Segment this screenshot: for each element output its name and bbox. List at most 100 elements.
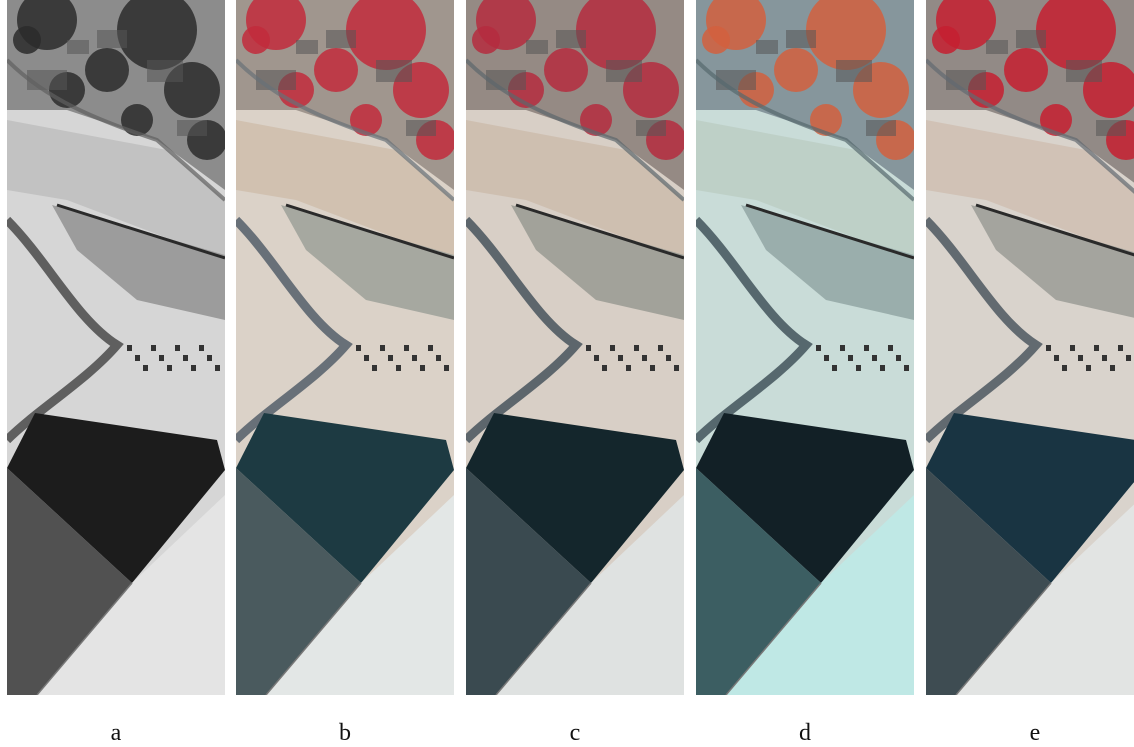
image-panel xyxy=(7,0,227,695)
building xyxy=(147,60,183,82)
panel-label: b xyxy=(339,720,351,746)
vehicle xyxy=(199,345,204,351)
vehicle xyxy=(872,355,877,361)
vehicle xyxy=(404,345,409,351)
building xyxy=(406,120,436,136)
vehicle xyxy=(372,365,377,371)
vegetation xyxy=(932,26,960,54)
vehicle xyxy=(650,365,655,371)
building xyxy=(177,120,207,136)
building xyxy=(296,40,318,54)
vehicle xyxy=(1046,345,1051,351)
vehicle xyxy=(1070,345,1075,351)
vehicle xyxy=(658,345,663,351)
vehicle xyxy=(856,365,861,371)
image-panel xyxy=(926,0,1134,695)
vehicle xyxy=(436,355,441,361)
vehicle xyxy=(356,345,361,351)
vehicle xyxy=(388,355,393,361)
building xyxy=(326,30,356,48)
vegetation xyxy=(85,48,129,92)
vehicle xyxy=(175,345,180,351)
building xyxy=(786,30,816,48)
vehicle xyxy=(412,355,417,361)
vehicle xyxy=(380,345,385,351)
vehicle xyxy=(864,345,869,351)
building xyxy=(556,30,586,48)
vehicle xyxy=(143,365,148,371)
vehicle xyxy=(444,365,449,371)
vehicle xyxy=(594,355,599,361)
panel-label: c xyxy=(570,720,581,746)
vehicle xyxy=(634,345,639,351)
vehicle xyxy=(840,345,845,351)
vegetation xyxy=(242,26,270,54)
vehicle xyxy=(586,345,591,351)
panel-label: d xyxy=(799,720,811,746)
vehicle xyxy=(1054,355,1059,361)
vegetation xyxy=(702,26,730,54)
vehicle xyxy=(1062,365,1067,371)
building xyxy=(986,40,1008,54)
building xyxy=(97,30,127,48)
vehicle xyxy=(127,345,132,351)
vehicle xyxy=(396,365,401,371)
building xyxy=(376,60,412,82)
vehicle xyxy=(642,355,647,361)
vegetation xyxy=(774,48,818,92)
vehicle xyxy=(816,345,821,351)
vehicle xyxy=(1078,355,1083,361)
image-panel xyxy=(696,0,916,695)
building xyxy=(1096,120,1126,136)
vegetation xyxy=(314,48,358,92)
building xyxy=(866,120,896,136)
vehicle xyxy=(1094,345,1099,351)
vehicle xyxy=(626,365,631,371)
image-panel xyxy=(466,0,686,695)
building xyxy=(636,120,666,136)
vehicle xyxy=(904,365,909,371)
vehicle xyxy=(602,365,607,371)
vehicle xyxy=(618,355,623,361)
vehicle xyxy=(1086,365,1091,371)
vehicle xyxy=(848,355,853,361)
vegetation xyxy=(1004,48,1048,92)
vehicle xyxy=(1126,355,1131,361)
vehicle xyxy=(420,365,425,371)
panel-label: a xyxy=(111,720,122,746)
vehicle xyxy=(191,365,196,371)
vehicle xyxy=(207,355,212,361)
panel-label: e xyxy=(1030,720,1041,746)
building xyxy=(606,60,642,82)
building xyxy=(1066,60,1102,82)
vehicle xyxy=(135,355,140,361)
building xyxy=(756,40,778,54)
vehicle xyxy=(364,355,369,361)
figure: a b c d e xyxy=(0,0,1134,747)
vehicle xyxy=(159,355,164,361)
vegetation xyxy=(544,48,588,92)
vehicle xyxy=(167,365,172,371)
vehicle xyxy=(666,355,671,361)
vehicle xyxy=(183,355,188,361)
vehicle xyxy=(1110,365,1115,371)
vehicle xyxy=(1118,345,1123,351)
vehicle xyxy=(674,365,679,371)
building xyxy=(1016,30,1046,48)
vehicle xyxy=(1102,355,1107,361)
vehicle xyxy=(215,365,220,371)
vehicle xyxy=(824,355,829,361)
vehicle xyxy=(428,345,433,351)
vehicle xyxy=(610,345,615,351)
building xyxy=(526,40,548,54)
vehicle xyxy=(151,345,156,351)
image-panel xyxy=(236,0,456,695)
vehicle xyxy=(896,355,901,361)
vehicle xyxy=(832,365,837,371)
vehicle xyxy=(880,365,885,371)
building xyxy=(836,60,872,82)
vegetation xyxy=(13,26,41,54)
vegetation xyxy=(472,26,500,54)
vehicle xyxy=(888,345,893,351)
building xyxy=(67,40,89,54)
